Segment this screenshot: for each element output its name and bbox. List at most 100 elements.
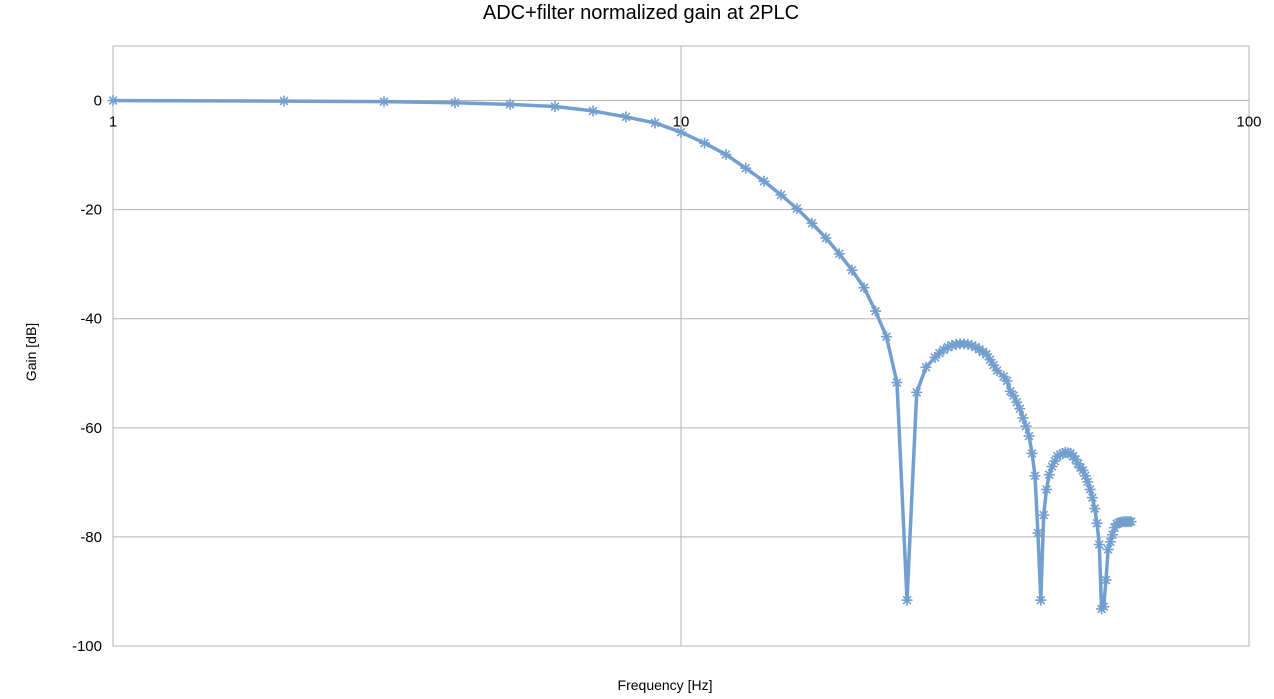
data-point <box>1038 509 1050 521</box>
marker-stroke <box>1094 540 1104 550</box>
data-point <box>649 117 661 129</box>
data-point <box>587 105 599 117</box>
marker-stroke <box>1027 448 1037 458</box>
x-axis-title: Frequency [Hz] <box>618 677 713 693</box>
marker-stroke <box>279 96 289 106</box>
data-point <box>1001 375 1013 387</box>
data-point <box>620 111 632 123</box>
data-point <box>1014 403 1026 415</box>
data-point <box>1102 543 1114 555</box>
data-point <box>791 203 803 215</box>
y-tick-label: 0 <box>94 93 102 110</box>
marker-stroke <box>1036 595 1046 605</box>
data-point <box>1043 469 1055 481</box>
y-tick-label: -100 <box>72 638 102 655</box>
marker-stroke <box>902 595 912 605</box>
x-tick-label: 1 <box>109 114 117 131</box>
marker-stroke <box>1033 528 1043 538</box>
marker-stroke <box>985 355 995 365</box>
data-point <box>1084 483 1096 495</box>
marker-stroke <box>1039 510 1049 520</box>
data-point <box>846 264 858 276</box>
data-point <box>1017 412 1029 424</box>
data-point <box>775 189 787 201</box>
marker-stroke <box>1087 493 1097 503</box>
y-tick-label: -20 <box>80 202 102 219</box>
marker-stroke <box>982 349 991 359</box>
data-point <box>740 162 752 174</box>
data-point <box>984 354 996 366</box>
data-point <box>1029 470 1041 482</box>
data-point <box>1098 601 1110 613</box>
marker-stroke <box>741 163 751 173</box>
marker-stroke <box>1080 471 1090 481</box>
marker-stroke <box>921 362 931 372</box>
data-point <box>1091 517 1103 529</box>
marker-stroke <box>588 106 598 116</box>
marker-stroke <box>1092 518 1102 528</box>
marker-stroke <box>650 118 660 128</box>
data-point <box>1082 476 1094 488</box>
marker-stroke <box>1005 386 1015 396</box>
marker-stroke <box>1083 477 1093 487</box>
data-point <box>449 97 461 109</box>
marker-stroke <box>1044 470 1054 480</box>
data-point <box>1026 447 1038 459</box>
marker-stroke <box>1090 504 1100 514</box>
data-point <box>858 282 870 294</box>
marker-stroke <box>821 233 831 243</box>
marker-stroke <box>721 150 731 160</box>
marker-stroke <box>1101 575 1111 585</box>
marker-stroke <box>1126 517 1136 527</box>
chart-title: ADC+filter normalized gain at 2PLC <box>483 2 799 24</box>
marker-stroke <box>1030 471 1040 481</box>
tick-labels: -100 -80 -60 -40 -20 01 10 100 <box>72 93 1262 655</box>
x-tick-label: 100 <box>1236 114 1261 131</box>
data-point <box>1035 594 1047 606</box>
y-tick-label: -60 <box>80 420 102 437</box>
data-point <box>806 217 818 229</box>
data-point <box>1089 503 1101 515</box>
marker-stroke <box>1099 602 1109 612</box>
data-point <box>504 98 516 110</box>
marker-stroke <box>1015 404 1025 414</box>
marker-stroke <box>1042 484 1051 494</box>
marker-stroke <box>871 306 880 316</box>
marker-stroke <box>989 360 998 370</box>
data-point <box>107 95 119 107</box>
marker-stroke <box>1002 376 1012 386</box>
x-tick-label: 10 <box>673 114 690 131</box>
marker-stroke <box>963 339 973 349</box>
data-point <box>870 305 881 317</box>
marker-stroke <box>978 347 988 357</box>
marker-stroke <box>971 342 980 352</box>
marker-stroke <box>505 99 515 109</box>
marker-stroke <box>1085 484 1095 494</box>
data-point <box>1086 492 1098 504</box>
data-point <box>901 594 913 606</box>
marker-stroke <box>992 366 1002 376</box>
data-point <box>758 175 770 187</box>
marker-stroke <box>792 204 802 214</box>
marker-stroke <box>882 332 891 342</box>
plot-area-frame <box>112 45 1250 647</box>
marker-stroke <box>1018 413 1028 423</box>
marker-stroke <box>621 112 631 122</box>
marker-stroke <box>550 102 560 112</box>
data-point <box>920 361 932 373</box>
data-point <box>1023 430 1035 442</box>
marker-stroke <box>1078 465 1088 475</box>
marker-stroke <box>1009 391 1018 401</box>
data-point <box>1093 539 1105 551</box>
y-axis-title: Gain [dB] <box>23 323 39 381</box>
marker-stroke <box>450 98 460 108</box>
data-point <box>820 232 832 244</box>
marker-stroke <box>807 218 817 228</box>
marker-stroke <box>1073 459 1083 469</box>
data-point <box>1020 420 1032 432</box>
data-point <box>1040 483 1052 495</box>
marker-stroke <box>700 138 709 148</box>
data-point <box>1125 516 1137 528</box>
